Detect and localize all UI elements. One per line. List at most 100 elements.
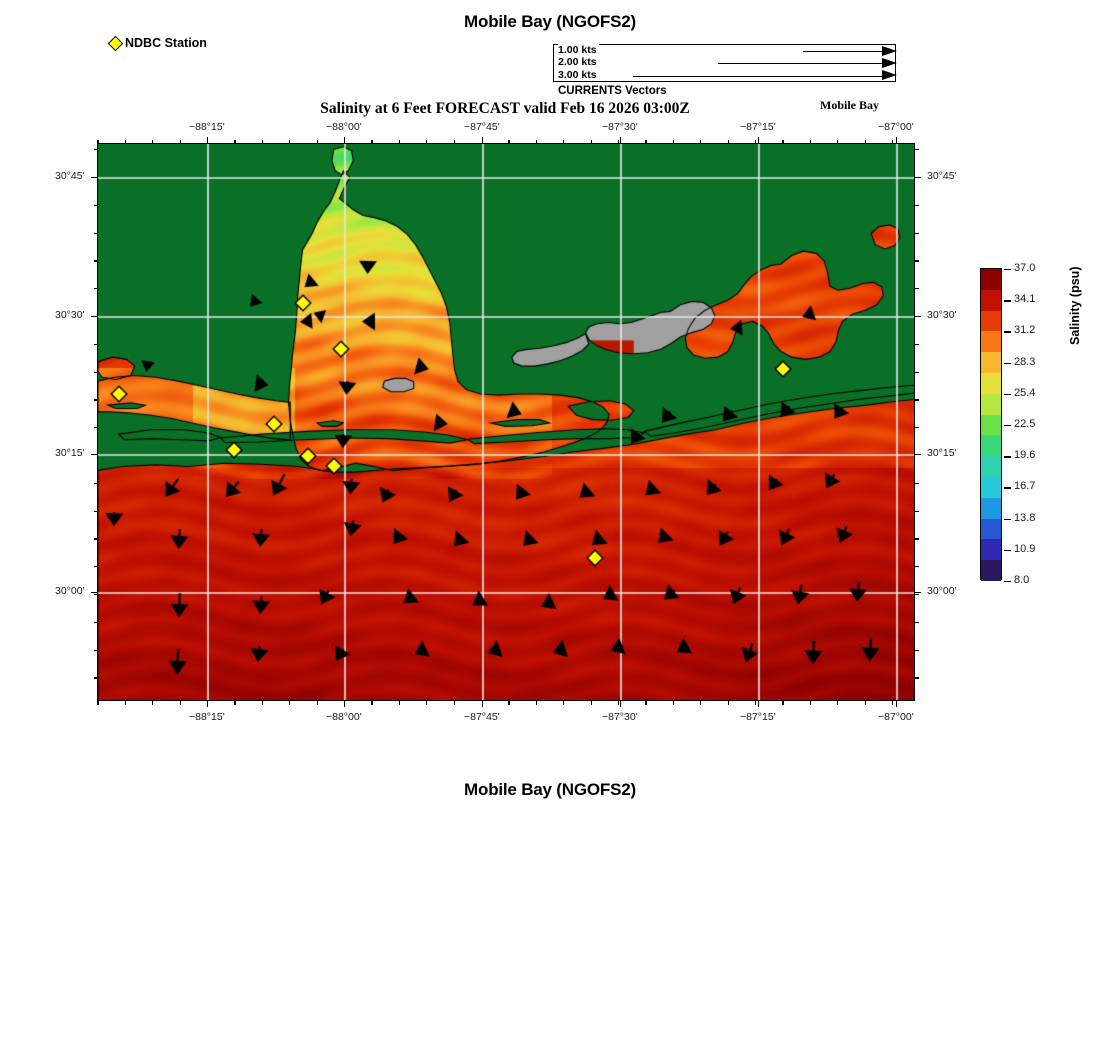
lon-tick-minor [179, 701, 181, 705]
colorbar-segment [981, 497, 1001, 519]
lon-axis-label: −87°15' [740, 711, 776, 723]
lon-tick-minor [398, 139, 401, 143]
ndbc-station-legend: NDBC Station [107, 35, 207, 51]
colorbar-tick-label: 13.8 [1014, 511, 1036, 524]
vector-shaft [718, 63, 883, 65]
lon-tick-major [896, 701, 898, 707]
colorbar-tick-label: 34.1 [1014, 293, 1036, 306]
colorbar-segment [981, 289, 1001, 311]
lon-tick-minor [563, 701, 565, 705]
colorbar-segment [981, 539, 1001, 561]
lat-axis-label: 30°15' [927, 447, 957, 459]
lon-tick-major [207, 137, 209, 143]
colorbar-tick-label: 16.7 [1014, 480, 1036, 493]
colorbar-segment [981, 352, 1001, 373]
lon-tick-minor [892, 139, 894, 143]
lat-tick-major [915, 454, 921, 456]
lon-axis-label: −87°00' [878, 711, 914, 723]
lon-tick-minor [261, 139, 264, 143]
vector-shaft [803, 51, 883, 52]
lat-tick-minor [915, 343, 919, 346]
lon-tick-major [344, 137, 346, 143]
lon-tick-minor [618, 701, 620, 705]
colorbar-tick [1004, 549, 1011, 552]
lon-tick-major [344, 701, 346, 707]
lat-tick-minor [915, 677, 919, 679]
lat-tick-major [915, 316, 921, 318]
lon-tick-minor [755, 701, 757, 705]
lat-tick-minor [93, 149, 97, 151]
vector-arrowhead-icon [882, 57, 897, 68]
lat-axis-label: 30°45' [55, 170, 85, 182]
lat-tick-minor [93, 371, 97, 373]
lat-tick-minor [93, 649, 97, 651]
lon-tick-minor [179, 139, 181, 143]
lat-tick-minor [93, 677, 97, 679]
lon-axis-label: −87°45' [464, 121, 500, 133]
lat-tick-minor [93, 482, 97, 485]
colorbar-segment [981, 310, 1001, 332]
lon-tick-major [620, 701, 622, 707]
lon-axis-label: −87°30' [602, 121, 638, 133]
lon-tick-minor [590, 701, 592, 705]
colorbar-axis-title: Salinity (psu) [1068, 266, 1082, 345]
lat-tick-major [91, 454, 97, 456]
colorbar-tick [1004, 331, 1011, 333]
lat-tick-major [915, 177, 921, 179]
colorbar-tick [1004, 518, 1011, 520]
colorbar: 37.0 34.1 31.2 28.3 25.4 22.5 19.6 16.7 13.8 10.9… [980, 262, 1035, 586]
colorbar-tick-label: 31.2 [1014, 324, 1036, 337]
vector-scale-row: 1.00 kts [554, 44, 897, 58]
lon-tick-minor [371, 139, 373, 143]
lat-tick-minor [93, 399, 97, 401]
lon-axis-label: −87°30' [602, 711, 638, 723]
lon-tick-minor [645, 139, 647, 143]
vector-shaft [633, 75, 883, 77]
lon-tick-minor [508, 139, 510, 143]
lat-tick-minor [915, 232, 919, 234]
currents-vectors-caption: CURRENTS Vectors [558, 85, 667, 97]
salinity-field-canvas [98, 144, 914, 700]
lon-tick-minor [700, 701, 702, 705]
lon-tick-minor [152, 139, 154, 143]
lat-tick-major [91, 177, 97, 179]
lon-axis-label: −88°00' [326, 711, 362, 723]
lon-tick-minor [234, 701, 236, 705]
colorbar-segment [981, 393, 1001, 415]
lat-axis-label: 30°00' [927, 585, 957, 597]
lon-tick-minor [97, 701, 99, 705]
colorbar-segment [981, 560, 1001, 581]
lat-tick-minor [93, 343, 97, 346]
lat-tick-minor [93, 204, 97, 207]
page-title: Mobile Bay (NGOFS2) [464, 12, 636, 31]
lat-tick-minor [915, 149, 919, 151]
vector-scale-label: 2.00 kts [558, 56, 599, 69]
map-plot-area[interactable] [97, 143, 915, 701]
lat-tick-minor [93, 538, 97, 540]
lat-tick-minor [93, 232, 97, 234]
colorbar-tick-label: 37.0 [1014, 262, 1036, 274]
lon-tick-minor [618, 139, 620, 143]
footer-title: Mobile Bay (NGOFS2) [464, 780, 636, 799]
lat-tick-minor [915, 399, 919, 401]
lat-tick-minor [915, 621, 919, 624]
lat-axis-label: 30°45' [927, 170, 957, 182]
vector-scale-row: 2.00 kts [554, 56, 897, 70]
lon-tick-minor [590, 139, 592, 143]
lon-tick-minor [316, 139, 318, 143]
lon-tick-minor [426, 701, 428, 705]
lon-tick-minor [782, 701, 784, 705]
lon-tick-minor [453, 701, 455, 705]
lon-tick-minor [371, 701, 373, 705]
lat-tick-minor [915, 427, 919, 429]
lon-tick-major [207, 701, 209, 707]
plot-subtitle: Salinity at 6 Feet FORECAST valid Feb 16… [320, 100, 690, 117]
colorbar-tick [1004, 362, 1011, 364]
lon-tick-minor [426, 139, 428, 143]
colorbar-segment [981, 435, 1001, 457]
colorbar-tick [1004, 300, 1011, 302]
lon-axis-label: −88°15' [189, 711, 225, 723]
colorbar-segment [981, 414, 1001, 436]
lat-tick-minor [93, 510, 97, 512]
